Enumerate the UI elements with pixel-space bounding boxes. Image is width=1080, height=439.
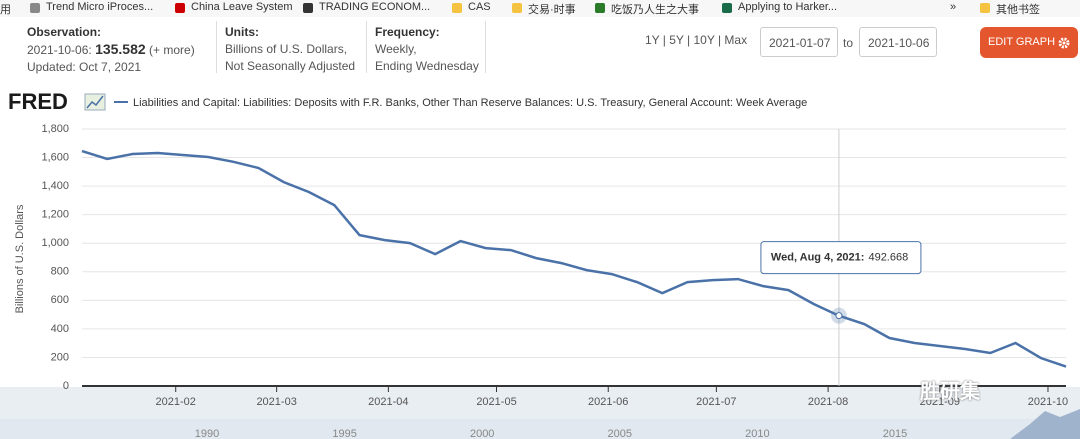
- navigator-label: 2010: [745, 428, 769, 439]
- navigator-label: 2005: [608, 428, 632, 439]
- separator: [485, 21, 486, 73]
- text: Ending Wednesday: [375, 59, 479, 73]
- bookmark[interactable]: »: [950, 1, 957, 13]
- value: 135.582: [95, 41, 146, 57]
- text: Billions of U.S. Dollars,: [225, 42, 348, 56]
- x-tick-label: 2021-04: [368, 396, 408, 408]
- date-from[interactable]: 2021-01-07: [760, 27, 838, 57]
- bookmark[interactable]: Trend Micro iProces...: [46, 1, 154, 13]
- bookmark-icon: [175, 3, 185, 13]
- legend-text: Liabilities and Capital: Liabilities: De…: [133, 97, 807, 109]
- x-tick-label: 2021-06: [588, 396, 628, 408]
- watermark: 胜研集: [920, 381, 980, 403]
- label: Units:: [225, 25, 259, 39]
- date-to[interactable]: 2021-10-06: [859, 27, 937, 57]
- tooltip: Wed, Aug 4, 2021: 492.668: [760, 241, 922, 275]
- x-tick-label: 2021-02: [156, 396, 196, 408]
- y-tick-label: 400: [51, 323, 69, 335]
- x-tick-label: 2021-03: [256, 396, 296, 408]
- edit-graph-button[interactable]: EDIT GRAPH: [980, 27, 1078, 58]
- series-line: [81, 149, 1067, 368]
- y-tick-label: 200: [51, 351, 69, 363]
- bookmark[interactable]: 吃饭乃人生之大事: [611, 4, 699, 16]
- tooltip-text: Wed, Aug 4, 2021: 492.668: [771, 252, 908, 264]
- bookmark-icon: [452, 3, 462, 13]
- y-tick-label: 800: [51, 266, 69, 278]
- x-tick-label: 2021-08: [808, 396, 848, 408]
- bookmark[interactable]: TRADING ECONOM...: [319, 1, 431, 13]
- observation: Observation: 2021-10-06: 135.582 (+ more…: [27, 24, 195, 76]
- bookmark[interactable]: China Leave System: [191, 1, 293, 13]
- logo-icon: [84, 93, 106, 111]
- y-tick-label: 1,800: [41, 123, 69, 135]
- chart: FRED Liabilities and Capital: Liabilitie…: [0, 79, 1080, 439]
- range-buttons[interactable]: 1Y | 5Y | 10Y | Max: [645, 33, 748, 47]
- navigator-label: 2015: [883, 428, 907, 439]
- y-tick-label: 1,000: [41, 237, 69, 249]
- y-axis-label: Billions of U.S. Dollars: [14, 204, 26, 313]
- y-tick-label: 1,400: [41, 180, 69, 192]
- tooltip-value: 492.668: [868, 252, 908, 264]
- bookmark-icon: [303, 3, 313, 13]
- to: to: [843, 36, 854, 50]
- bookmark[interactable]: CAS: [468, 1, 491, 13]
- bookmark[interactable]: 其他书签: [996, 4, 1040, 16]
- bookmark[interactable]: Applying to Harker...: [738, 1, 838, 13]
- x-tick-label: 2021-10: [1028, 396, 1068, 408]
- navigator-label: 1990: [195, 428, 219, 439]
- x-tick-label: 2021-05: [476, 396, 516, 408]
- label: Frequency:: [375, 25, 440, 39]
- bookmark-icon: [980, 3, 990, 13]
- logo-icon-line: [86, 95, 104, 109]
- gear-icon: [1058, 37, 1070, 49]
- fred-logo: FRED: [8, 89, 68, 114]
- units: Units: Billions of U.S. Dollars, Not Sea…: [225, 24, 355, 75]
- y-tick-label: 1,600: [41, 151, 69, 163]
- text: Not Seasonally Adjusted: [225, 59, 356, 73]
- label: Observation:: [27, 25, 102, 39]
- frequency: Frequency: Weekly, Ending Wednesday: [375, 24, 479, 75]
- x-tick-label: 2021-07: [696, 396, 736, 408]
- bookmark-icon: [722, 3, 732, 13]
- navigator-label: 1995: [332, 428, 356, 439]
- separator: [366, 21, 367, 73]
- x-tick-label: 2021-09: [920, 396, 960, 408]
- bookmarks-bar: 用 Trend Micro iProces... China Leave Syste…: [0, 0, 1080, 17]
- more-link[interactable]: (+ more): [149, 43, 195, 57]
- bookmark[interactable]: 用: [0, 4, 11, 16]
- info-bar: Observation: 2021-10-06: 135.582 (+ more…: [0, 17, 1080, 79]
- tooltip-box: [760, 241, 922, 275]
- updated: Updated: Oct 7, 2021: [27, 60, 142, 74]
- tooltip-label: Wed, Aug 4, 2021:: [771, 252, 865, 264]
- navigator-area: [1010, 409, 1080, 439]
- label: EDIT GRAPH: [988, 36, 1056, 48]
- navigator-label: 2000: [470, 428, 494, 439]
- separator: [216, 21, 217, 73]
- hover-marker: [835, 312, 843, 320]
- bookmark[interactable]: 交易·时事: [528, 4, 576, 16]
- bookmark-icon: [30, 3, 40, 13]
- bookmark-icon: [512, 3, 522, 13]
- bookmark-icon: [595, 3, 605, 13]
- y-tick-label: 0: [63, 380, 69, 392]
- date: 2021-10-06:: [27, 43, 92, 57]
- navigator: [0, 419, 1080, 439]
- y-tick-label: 1,200: [41, 209, 69, 221]
- y-tick-label: 600: [51, 294, 69, 306]
- text: Weekly,: [375, 42, 417, 56]
